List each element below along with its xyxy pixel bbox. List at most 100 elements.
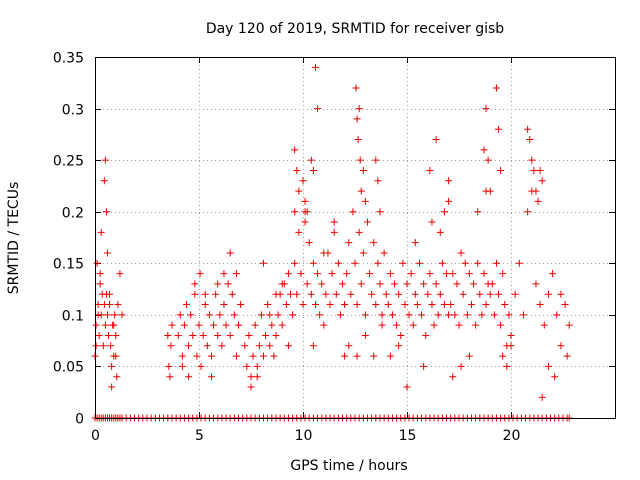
data-point (467, 301, 475, 309)
data-point (284, 342, 292, 350)
data-point (354, 136, 362, 144)
data-point (399, 259, 407, 267)
data-point (505, 311, 513, 319)
data-point (167, 342, 175, 350)
data-point (259, 259, 267, 267)
data-point (284, 270, 292, 278)
data-point (434, 311, 442, 319)
data-point (497, 166, 505, 174)
data-point (185, 373, 193, 381)
data-point (357, 280, 365, 288)
data-point (207, 373, 215, 381)
data-point (266, 311, 274, 319)
data-point (105, 331, 113, 339)
data-point (519, 311, 527, 319)
data-point (482, 105, 490, 113)
data-point (303, 280, 311, 288)
data-point (526, 136, 534, 144)
data-point (106, 301, 114, 309)
data-point (472, 321, 480, 329)
data-point (413, 301, 421, 309)
grid-lines (95, 57, 615, 418)
x-tick-label: 20 (503, 428, 521, 444)
y-tick-label: 0.3 (62, 103, 84, 119)
data-point (430, 321, 438, 329)
data-point (257, 311, 265, 319)
data-point (301, 197, 309, 205)
data-points (91, 63, 573, 422)
data-point (220, 301, 228, 309)
data-point (247, 373, 255, 381)
data-point (407, 270, 415, 278)
x-tick-label: 10 (295, 428, 313, 444)
data-point (356, 156, 364, 164)
data-point (551, 373, 559, 381)
data-point (366, 270, 374, 278)
data-point (316, 311, 324, 319)
data-point (457, 249, 465, 257)
data-point (106, 290, 114, 298)
axis-ticks (95, 57, 615, 419)
data-point (524, 125, 532, 133)
data-point (339, 280, 347, 288)
data-point (330, 218, 338, 226)
data-point (463, 311, 471, 319)
data-point (314, 105, 322, 113)
data-point (538, 177, 546, 185)
data-point (524, 208, 532, 216)
data-point (289, 311, 297, 319)
data-point (544, 362, 552, 370)
data-point (411, 239, 419, 247)
data-point (185, 342, 193, 350)
data-point (311, 63, 319, 71)
data-point (214, 331, 222, 339)
data-point (303, 208, 311, 216)
data-point (116, 270, 124, 278)
data-point (291, 208, 299, 216)
data-point (507, 342, 515, 350)
data-point (445, 177, 453, 185)
data-point (307, 290, 315, 298)
data-point (544, 290, 552, 298)
data-point (457, 362, 465, 370)
data-point (465, 270, 473, 278)
data-point (476, 290, 484, 298)
data-point (108, 383, 116, 391)
data-point (97, 228, 105, 236)
data-point (336, 311, 344, 319)
data-point (295, 187, 303, 195)
data-point (411, 290, 419, 298)
data-point (232, 270, 240, 278)
data-point (352, 84, 360, 92)
tick-labels: 0 0.05 0.1 0.15 0.2 0.25 0.3 0.35 0 5 10 15 20 (53, 51, 521, 445)
data-point (110, 321, 118, 329)
data-point (499, 352, 507, 360)
data-point (426, 166, 434, 174)
data-point (359, 166, 367, 174)
data-point (96, 280, 104, 288)
data-point (368, 290, 376, 298)
data-point (490, 311, 498, 319)
data-point (443, 270, 451, 278)
data-point (405, 311, 413, 319)
data-point (345, 239, 353, 247)
data-point (436, 228, 444, 236)
data-point (178, 362, 186, 370)
data-point (165, 362, 173, 370)
data-point (357, 187, 365, 195)
data-point (376, 280, 384, 288)
data-point (376, 208, 384, 216)
data-point (530, 166, 538, 174)
data-point (299, 177, 307, 185)
data-point (461, 259, 469, 267)
data-point (409, 321, 417, 329)
data-point (395, 342, 403, 350)
data-point (378, 321, 386, 329)
data-point (268, 321, 276, 329)
data-point (528, 156, 536, 164)
data-point (103, 311, 111, 319)
data-point (453, 280, 461, 288)
data-point (309, 259, 317, 267)
data-point (538, 393, 546, 401)
data-point (111, 311, 119, 319)
